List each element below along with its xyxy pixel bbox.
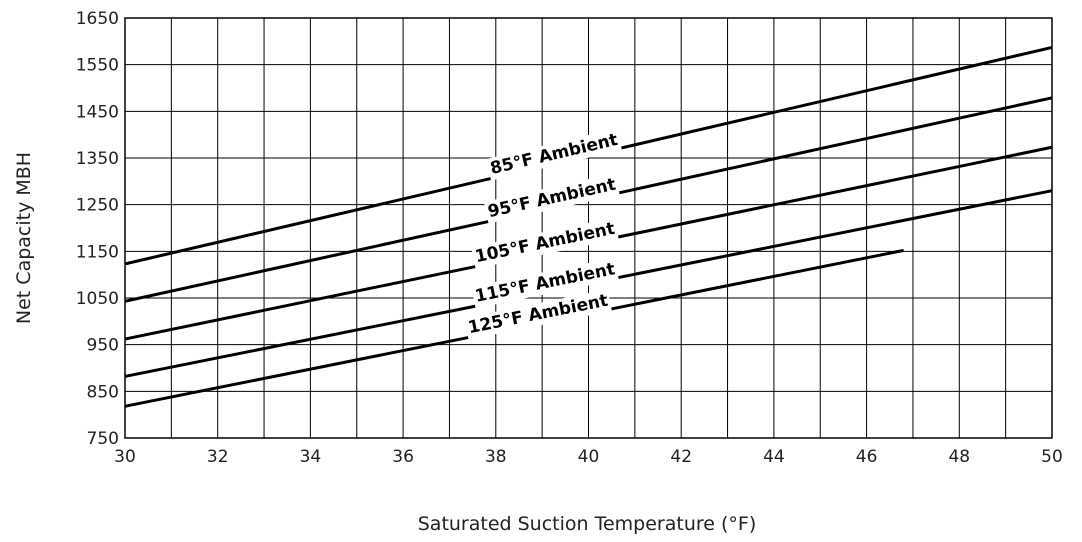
plot-frame <box>124 17 1053 439</box>
series-label-group: 95°F Ambient <box>483 173 620 224</box>
y-tick-label: 1050 <box>76 289 119 309</box>
y-tick-label: 1450 <box>76 102 119 122</box>
y-axis-title: Net Capacity MBH <box>13 152 35 324</box>
x-tick-label: 36 <box>392 447 414 467</box>
x-tick-label: 46 <box>856 447 878 467</box>
y-tick-label: 1550 <box>76 56 119 76</box>
y-tick-label: 950 <box>87 336 119 356</box>
series-label: 95°F Ambient <box>486 175 618 222</box>
x-tick-label: 50 <box>1041 447 1063 467</box>
series-label-bg <box>464 289 612 340</box>
y-tick-label: 1350 <box>76 149 119 169</box>
x-tick-label: 42 <box>670 447 692 467</box>
series-label-bg <box>486 128 622 181</box>
x-tick-label: 44 <box>763 447 785 467</box>
x-axis-title: Saturated Suction Temperature (°F) <box>418 513 757 535</box>
series-label-bg <box>471 217 619 269</box>
x-tick-label: 48 <box>948 447 970 467</box>
x-tick-label: 30 <box>114 447 136 467</box>
y-tick-label: 850 <box>87 382 119 402</box>
series-label-bg <box>471 257 619 309</box>
y-tick-label: 750 <box>87 429 119 449</box>
series-label-group: 85°F Ambient <box>486 128 622 181</box>
x-tick-label: 38 <box>485 447 507 467</box>
y-tick-label: 1250 <box>76 196 119 216</box>
x-tick-label: 32 <box>207 447 229 467</box>
x-tick-label: 34 <box>300 447 322 467</box>
series-label-bg <box>483 173 620 224</box>
series-label-group: 105°F Ambient <box>471 217 619 269</box>
y-tick-label: 1650 <box>76 9 119 29</box>
x-tick-label: 40 <box>578 447 600 467</box>
y-tick-label: 1150 <box>76 242 119 262</box>
tick-labels: 30 32 34 36 38 40 42 44 46 48 50 750 850 950 1050 1150 1… <box>76 9 1063 467</box>
